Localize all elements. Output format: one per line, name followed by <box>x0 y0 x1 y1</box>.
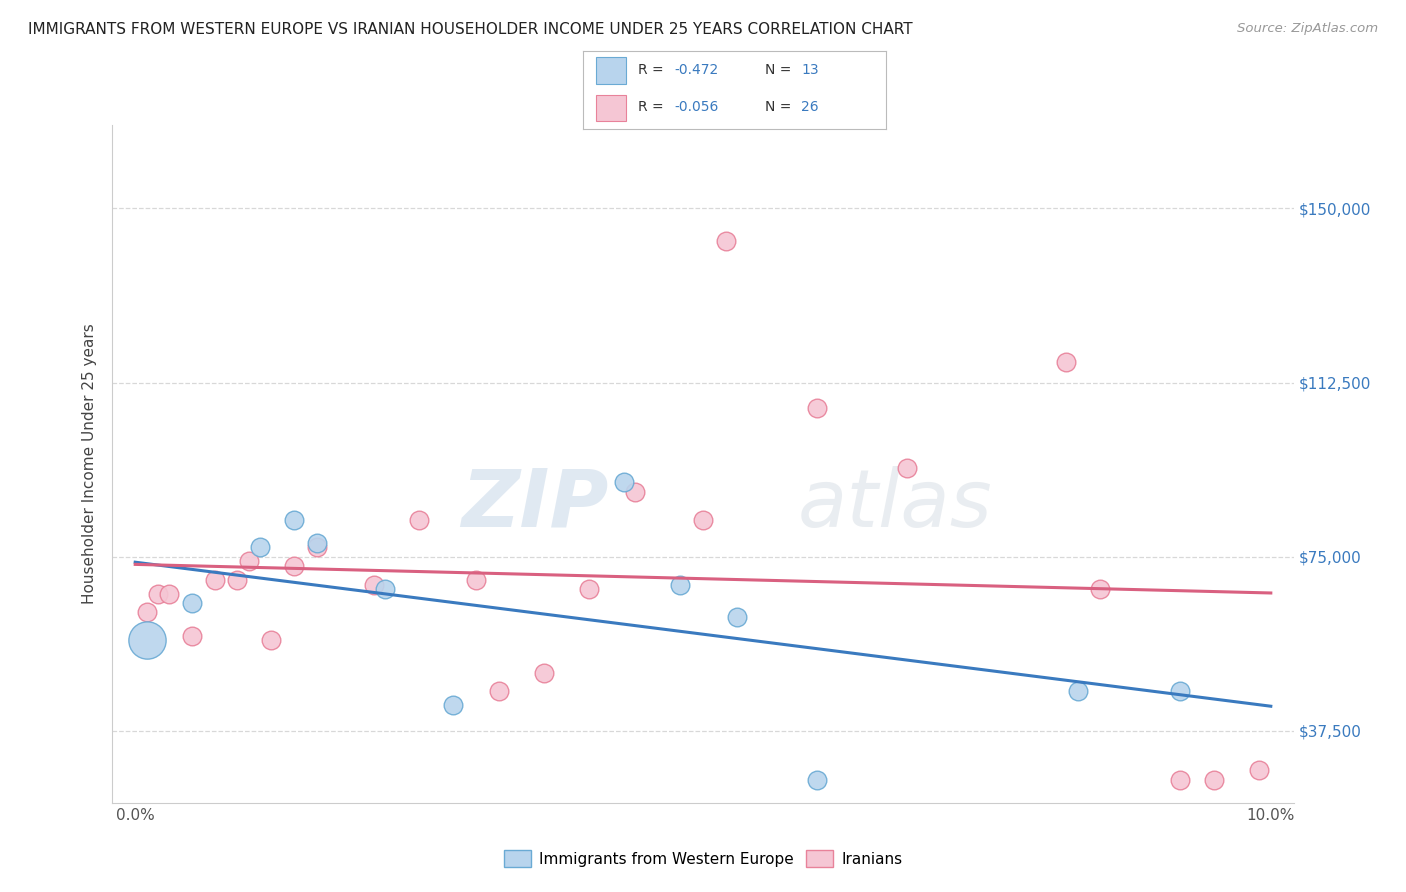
Point <box>146 587 169 601</box>
Text: Source: ZipAtlas.com: Source: ZipAtlas.com <box>1237 22 1378 36</box>
Point <box>1054 354 1077 368</box>
Point <box>305 535 328 549</box>
Bar <box>596 57 626 84</box>
Point <box>408 512 430 526</box>
Point <box>1202 772 1225 787</box>
Legend: Immigrants from Western Europe, Iranians: Immigrants from Western Europe, Iranians <box>498 844 908 873</box>
Point <box>226 573 249 587</box>
Text: -0.472: -0.472 <box>675 62 718 77</box>
Text: -0.056: -0.056 <box>675 101 718 114</box>
Point <box>533 665 555 680</box>
Text: 13: 13 <box>801 62 818 77</box>
Y-axis label: Householder Income Under 25 years: Householder Income Under 25 years <box>82 324 97 604</box>
Point <box>181 629 204 643</box>
Point <box>669 577 692 591</box>
Text: N =: N = <box>765 62 796 77</box>
Point <box>725 610 748 624</box>
Bar <box>596 95 626 121</box>
Point <box>1067 684 1090 698</box>
Point <box>896 461 918 475</box>
Point <box>1168 772 1191 787</box>
Point <box>249 541 271 555</box>
Point <box>488 684 510 698</box>
Point <box>283 559 305 574</box>
Point <box>578 582 600 597</box>
Point <box>157 587 180 601</box>
Point <box>806 772 828 787</box>
Text: 26: 26 <box>801 101 818 114</box>
Point <box>283 512 305 526</box>
Point <box>1168 684 1191 698</box>
Point <box>260 633 283 648</box>
Point <box>305 541 328 555</box>
Text: R =: R = <box>638 62 668 77</box>
Text: ZIP: ZIP <box>461 466 609 543</box>
Text: IMMIGRANTS FROM WESTERN EUROPE VS IRANIAN HOUSEHOLDER INCOME UNDER 25 YEARS CORR: IMMIGRANTS FROM WESTERN EUROPE VS IRANIA… <box>28 22 912 37</box>
Point <box>1090 582 1112 597</box>
Text: N =: N = <box>765 101 796 114</box>
Point <box>464 573 486 587</box>
Point <box>204 573 226 587</box>
Text: atlas: atlas <box>797 466 993 543</box>
Point <box>374 582 396 597</box>
Point <box>1249 764 1271 778</box>
Point <box>238 554 260 568</box>
Point <box>135 633 157 648</box>
Point <box>181 596 204 610</box>
Point <box>806 401 828 416</box>
Point <box>624 484 647 499</box>
Point <box>363 577 385 591</box>
Point <box>612 475 634 490</box>
Text: R =: R = <box>638 101 668 114</box>
Point <box>135 606 157 620</box>
Point <box>714 234 737 248</box>
Point <box>441 698 464 713</box>
Point <box>692 512 714 526</box>
